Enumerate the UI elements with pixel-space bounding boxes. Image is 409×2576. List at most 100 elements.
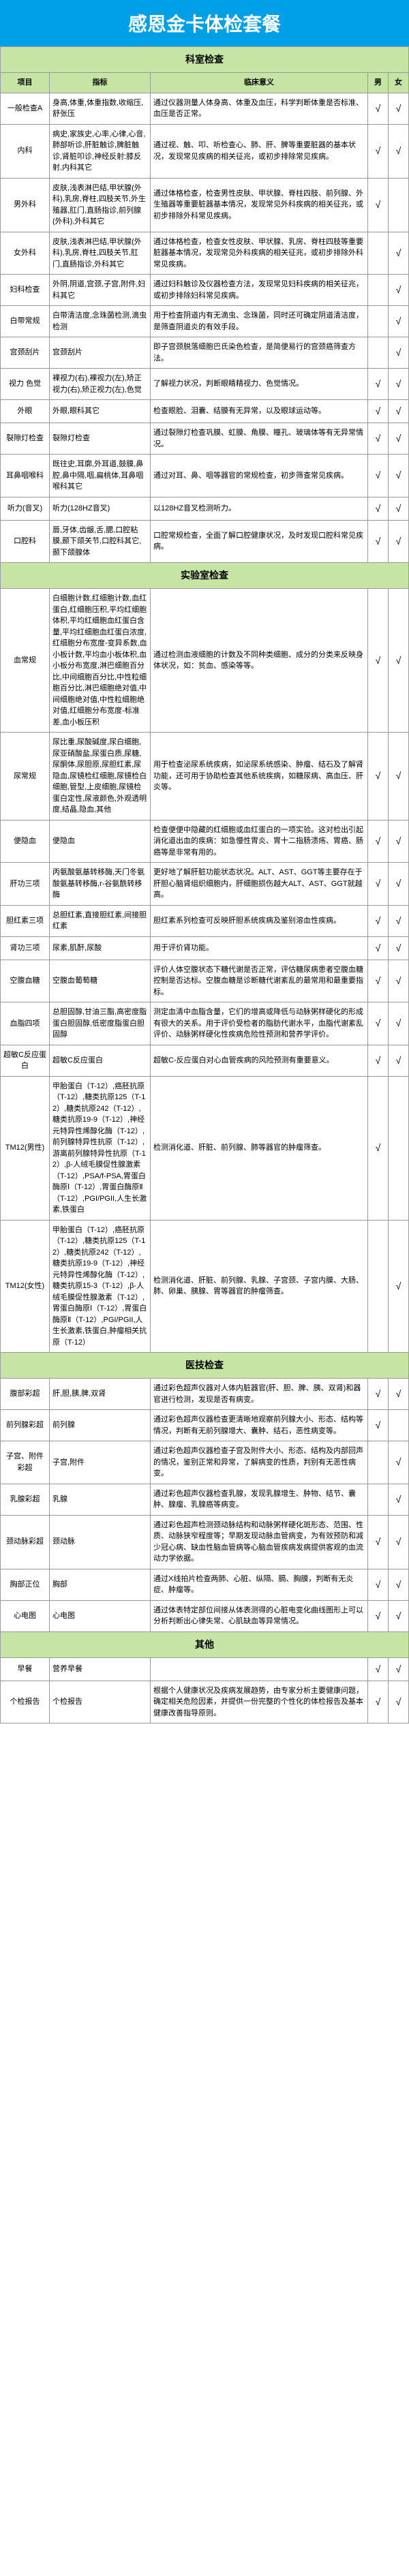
- table-row: 腹部彩超肝,胆,胰,脾,双肾通过彩色超声仪器对人体内脏器官(肝、胆、脾、胰、双肾…: [1, 1379, 409, 1410]
- cell-meaning: 即子宫颈脱落细胞巴氏染色检查，是简便易行的宫颈癌筛查方法。: [151, 337, 368, 369]
- table-row: 胆红素三项总胆红素,直接胆红素,间接胆红素胆红素系列检查可反映肝胆系统疾病及鉴别…: [1, 905, 409, 936]
- cell-indicator: 宫颈刮片: [50, 337, 151, 369]
- section-header: 医技检查: [1, 1353, 409, 1379]
- table-row: 胸部正位胸部通过X线拍片检查两肺、心脏、纵隔、膈、胸膜，判断有无炎症、肿瘤等。√…: [1, 1569, 409, 1600]
- cell-project: 女外科: [1, 232, 50, 275]
- table-row: 视力 色觉裸视力(右),裸视力(左),矫正视力(右),矫正视力(左),色觉了解视…: [1, 369, 409, 400]
- col-header-project: 项目: [1, 73, 50, 93]
- cell-meaning: 通过彩色超声仪器检查更清晰地观察前列腺大小、形态、结构等情况，判断有无前列腺增大…: [151, 1410, 368, 1441]
- cell-project: 一般检查A: [1, 93, 50, 124]
- cell-female: √: [388, 863, 408, 906]
- cell-male: [367, 1484, 388, 1515]
- table-row: 宫颈刮片宫颈刮片即子宫颈脱落细胞巴氏染色检查，是简便易行的宫颈癌筛查方法。√: [1, 337, 409, 369]
- cell-male: √: [367, 863, 388, 906]
- section-header: 其他: [1, 1631, 409, 1657]
- cell-project: 听力(音叉): [1, 497, 50, 520]
- cell-female: √: [388, 400, 408, 423]
- cell-indicator: 裂隙灯检查: [50, 423, 151, 455]
- cell-meaning: 用于评价肾功能。: [151, 936, 368, 960]
- cell-indicator: 乳腺: [50, 1484, 151, 1515]
- cell-male: √: [367, 1657, 388, 1681]
- cell-male: √: [367, 520, 388, 563]
- table-row: 裂隙灯检查裂隙灯检查通过裂隙灯检查巩膜、虹膜、角膜、瞳孔、玻璃体等有无异常情况。…: [1, 423, 409, 455]
- cell-female: √: [388, 1657, 408, 1681]
- cell-indicator: 丙氨酸氨基转移酶,天门冬氨酸氨基转移酶,r-谷氨酰转移酶: [50, 863, 151, 906]
- cell-project: 白带常规: [1, 306, 50, 337]
- cell-female: √: [388, 1002, 408, 1045]
- cell-male: √: [367, 1515, 388, 1569]
- table-row: 肝功三项丙氨酸氨基转移酶,天门冬氨酸氨基转移酶,r-谷氨酰转移酶更好地了解肝脏功…: [1, 863, 409, 906]
- cell-project: 颈动脉彩超: [1, 1515, 50, 1569]
- cell-meaning: 通过检测血液细胞的计数及不同种类细胞、成分的分类来反映身体状况，如：贫血、感染等…: [151, 589, 368, 733]
- cell-female: √: [388, 1600, 408, 1631]
- cell-meaning: 用于检查泌尿系统疾病，如泌尿系统感染、肿瘤、结石及了解肾功能，还可用于协助检查其…: [151, 733, 368, 821]
- exam-table: 科室检查项目指标临床意义男女一般检查A身高,体重,体重指数,收缩压,舒张压通过仪…: [0, 46, 409, 1723]
- cell-female: √: [388, 1379, 408, 1410]
- cell-indicator: 白细胞计数,红细胞计数,血红蛋白,红细胞压积,平均红细胞体积,平均红细胞血红蛋白…: [50, 589, 151, 733]
- cell-project: 宫颈刮片: [1, 337, 50, 369]
- cell-indicator: 前列腺: [50, 1410, 151, 1441]
- cell-meaning: 胆红素系列检查可反映肝胆系统疾病及鉴别溶血性疾病。: [151, 905, 368, 936]
- cell-male: √: [367, 1600, 388, 1631]
- package-title: 感恩金卡体检套餐: [0, 0, 409, 46]
- cell-male: √: [367, 905, 388, 936]
- cell-female: √: [388, 1220, 408, 1353]
- cell-female: [388, 1410, 408, 1441]
- cell-indicator: 裸视力(右),裸视力(左),矫正视力(右),矫正视力(左),色觉: [50, 369, 151, 400]
- cell-male: √: [367, 1410, 388, 1441]
- col-header-meaning: 临床意义: [151, 73, 368, 93]
- cell-project: 早餐: [1, 1657, 50, 1681]
- cell-male: √: [367, 497, 388, 520]
- cell-project: 肾功三项: [1, 936, 50, 960]
- cell-indicator: 外眼,眼科其它: [50, 400, 151, 423]
- cell-female: √: [388, 369, 408, 400]
- cell-indicator: 甲胎蛋白（T-12）,癌胚抗原（T-12）,糖类抗原125（T-12）,糖类抗原…: [50, 1220, 151, 1353]
- cell-project: 外眼: [1, 400, 50, 423]
- cell-indicator: 尿素,肌酐,尿酸: [50, 936, 151, 960]
- cell-female: √: [388, 733, 408, 821]
- cell-indicator: 个检报告: [50, 1681, 151, 1723]
- table-row: 女外科皮肤,浅表淋巴结,甲状腺(外科),乳房,脊柱,四肢关节,肛门,直肠指诊,外…: [1, 232, 409, 275]
- cell-indicator: 尿比重,尿酸碱度,尿白细胞,尿亚硝酸盐,尿蛋白质,尿糖,尿酮体,尿胆原,尿胆红素…: [50, 733, 151, 821]
- table-row: 空腹血糖空腹血葡萄糖评价人体空腹状态下糖代谢是否正常，评估糖尿病患者空腹血糖控制…: [1, 960, 409, 1002]
- cell-male: [367, 337, 388, 369]
- cell-indicator: 外阴,阴道,宫颈,子宫,附件,妇科其它: [50, 275, 151, 306]
- table-row: 便隐血便隐血检查便便中隐藏的红细胞或血红蛋白的一项实验。这对检出引起消化道出血的…: [1, 820, 409, 863]
- table-row: TM12(男性)甲胎蛋白（T-12）,癌胚抗原（T-12）,糖类抗原125（T-…: [1, 1076, 409, 1220]
- cell-meaning: 通过对耳、鼻、咽等器官的常规检查，初步筛查常见疾病。: [151, 455, 368, 497]
- cell-male: √: [367, 423, 388, 455]
- col-header-male: 男: [367, 73, 388, 93]
- cell-project: 内科: [1, 124, 50, 178]
- cell-male: √: [367, 178, 388, 232]
- cell-indicator: 总胆固醇,甘油三酯,高密度脂蛋白胆固醇,低密度脂蛋白胆固醇: [50, 1002, 151, 1045]
- cell-project: TM12(男性): [1, 1076, 50, 1220]
- cell-indicator: 皮肤,浅表淋巴结,甲状腺(外科),乳房,脊柱,四肢关节,外生殖器,肛门,直肠指诊…: [50, 178, 151, 232]
- cell-meaning: 通过彩色超声仪器检查子宫及附件大小、形态、结构及内部回声的情况，鉴别正常和异常，…: [151, 1441, 368, 1484]
- table-row: 颈动脉彩超颈动脉通过彩色超声检测颈动脉结构和动脉粥样硬化斑形态、范围、性质、动脉…: [1, 1515, 409, 1569]
- cell-meaning: 测定血清中血脂含量，它们的增高或降低与动脉粥样硬化的形成有很大的关系。用于评价受…: [151, 1002, 368, 1045]
- table-row: 超敏C反应蛋白超敏C反应蛋白超敏C-反应蛋白对心血管疾病的风险预测有重要意义。√…: [1, 1045, 409, 1076]
- table-row: 听力(音叉)听力(128HZ音叉)以128HZ音叉检测听力。√√: [1, 497, 409, 520]
- cell-project: 乳腺彩超: [1, 1484, 50, 1515]
- cell-indicator: 颈动脉: [50, 1515, 151, 1569]
- cell-project: 妇科检查: [1, 275, 50, 306]
- cell-male: √: [367, 1681, 388, 1723]
- cell-project: 裂隙灯检查: [1, 423, 50, 455]
- cell-female: √: [388, 820, 408, 863]
- cell-meaning: 口腔常规检查，全面了解口腔健康状况，及时发现口腔科常见疾病。: [151, 520, 368, 563]
- table-row: 个检报告个检报告根据个人健康状况及疾病发展趋势，由专家分析主要健康问题，确定相关…: [1, 1681, 409, 1723]
- section-header: 科室检查: [1, 47, 409, 73]
- cell-female: √: [388, 306, 408, 337]
- cell-project: 超敏C反应蛋白: [1, 1045, 50, 1076]
- cell-project: TM12(女性): [1, 1220, 50, 1353]
- cell-project: 尿常规: [1, 733, 50, 821]
- cell-meaning: 以128HZ音叉检测听力。: [151, 497, 368, 520]
- cell-meaning: 检测消化道、肝脏、前列腺、肺等器官的肿瘤筛查。: [151, 1076, 368, 1220]
- table-row: 男外科皮肤,浅表淋巴结,甲状腺(外科),乳房,脊柱,四肢关节,外生殖器,肛门,直…: [1, 178, 409, 232]
- cell-project: 耳鼻咽喉科: [1, 455, 50, 497]
- cell-male: √: [367, 369, 388, 400]
- cell-male: [367, 306, 388, 337]
- cell-male: [367, 1220, 388, 1353]
- cell-indicator: 胸部: [50, 1569, 151, 1600]
- cell-indicator: 便隐血: [50, 820, 151, 863]
